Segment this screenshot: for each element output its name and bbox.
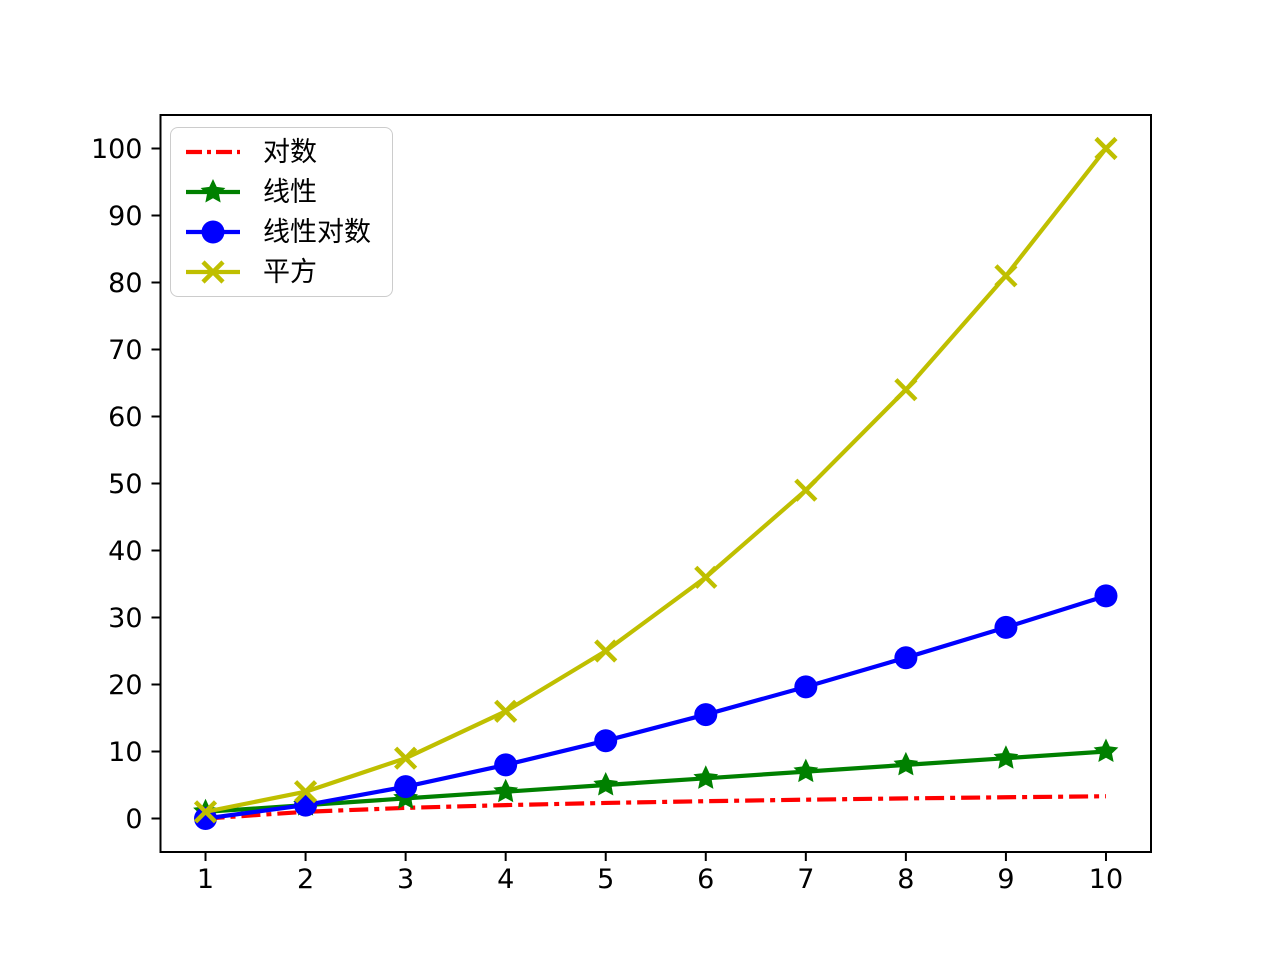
x-tick-label: 10 bbox=[1089, 864, 1123, 895]
legend-item-log: 对数 bbox=[171, 132, 392, 172]
data-point-x-marker bbox=[494, 699, 518, 723]
x-tick-label: 2 bbox=[297, 864, 314, 895]
data-point-circle-marker bbox=[1094, 584, 1118, 608]
series-line bbox=[205, 794, 1107, 821]
y-tick-label: 40 bbox=[108, 536, 142, 567]
y-tick-label: 0 bbox=[125, 804, 142, 835]
y-tick-label: 80 bbox=[108, 268, 142, 299]
data-point-star-marker bbox=[200, 179, 226, 203]
data-point-star-marker bbox=[1093, 738, 1119, 763]
data-point-x-marker bbox=[193, 800, 218, 824]
legend-sample-dashdot-line-icon bbox=[186, 149, 240, 155]
data-point-circle-marker bbox=[994, 615, 1018, 639]
legend-item-square: 平方 bbox=[171, 252, 392, 292]
legend-label: 平方 bbox=[263, 256, 317, 288]
legend-label: 对数 bbox=[263, 136, 317, 168]
series-3 bbox=[193, 136, 1118, 824]
data-point-star-marker bbox=[593, 772, 619, 796]
data-point-star-marker bbox=[493, 778, 519, 803]
y-tick-label: 10 bbox=[108, 737, 142, 768]
data-point-circle-marker bbox=[694, 703, 718, 727]
series-line bbox=[205, 749, 1107, 814]
data-point-x-marker bbox=[994, 264, 1018, 288]
data-point-x-marker bbox=[594, 639, 618, 663]
legend-label: 线性 bbox=[263, 176, 317, 208]
y-axis: 0 10 20 30 40 50 60 70 80 90 100 bbox=[91, 134, 161, 835]
x-tick-label: 6 bbox=[697, 864, 714, 895]
y-tick-label: 30 bbox=[108, 603, 142, 634]
y-tick-label: 20 bbox=[108, 670, 142, 701]
x-tick-label: 1 bbox=[197, 864, 214, 895]
data-point-circle-marker bbox=[201, 220, 225, 244]
data-point-x-marker bbox=[201, 260, 225, 284]
data-point-x-marker bbox=[394, 746, 418, 770]
series-2 bbox=[194, 584, 1118, 830]
legend-item-linearlog: 线性对数 bbox=[171, 212, 392, 252]
legend-sample-star-marker-icon bbox=[186, 179, 240, 203]
data-point-star-marker bbox=[693, 765, 719, 789]
data-point-circle-marker bbox=[794, 675, 818, 699]
x-axis: 1 2 3 4 5 6 7 8 9 10 bbox=[197, 852, 1123, 895]
data-point-x-marker bbox=[694, 565, 718, 589]
data-point-x-marker bbox=[794, 478, 818, 502]
legend: 对数 线性 线性对数 平方 bbox=[170, 127, 393, 297]
y-tick-label: 50 bbox=[108, 469, 142, 500]
data-point-star-marker bbox=[993, 745, 1019, 769]
data-point-x-marker bbox=[894, 378, 918, 402]
data-point-x-marker bbox=[1094, 136, 1118, 161]
y-tick-label: 90 bbox=[108, 201, 142, 232]
data-point-circle-marker bbox=[494, 753, 518, 777]
x-tick-label: 9 bbox=[997, 864, 1014, 895]
x-tick-label: 3 bbox=[397, 864, 414, 895]
data-point-x-marker bbox=[293, 780, 318, 804]
legend-item-linear: 线性 bbox=[171, 172, 392, 212]
y-tick-label: 100 bbox=[91, 134, 143, 165]
y-tick-label: 70 bbox=[108, 335, 142, 366]
x-tick-label: 4 bbox=[497, 864, 514, 895]
data-point-star-marker bbox=[793, 758, 819, 783]
x-tick-label: 8 bbox=[897, 864, 914, 895]
legend-sample-circle-marker-icon bbox=[186, 220, 240, 244]
legend-label: 线性对数 bbox=[263, 216, 371, 248]
y-tick-label: 60 bbox=[108, 402, 142, 433]
series-line bbox=[205, 593, 1107, 821]
series-0 bbox=[205, 794, 1107, 821]
legend-sample-x-marker-icon bbox=[186, 260, 240, 284]
x-tick-label: 5 bbox=[597, 864, 614, 895]
data-point-star-marker bbox=[893, 751, 919, 776]
series-line bbox=[205, 147, 1108, 814]
x-tick-label: 7 bbox=[797, 864, 814, 895]
data-point-circle-marker bbox=[394, 775, 418, 799]
data-point-circle-marker bbox=[894, 646, 918, 670]
data-point-circle-marker bbox=[594, 729, 618, 753]
